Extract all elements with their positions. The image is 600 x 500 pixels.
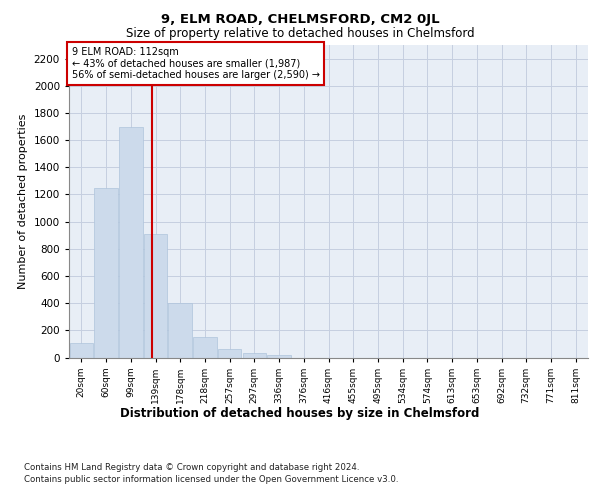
Bar (119, 126, 143, 358)
Bar (242, 352, 266, 358)
Text: 9, ELM ROAD, CHELMSFORD, CM2 0JL: 9, ELM ROAD, CHELMSFORD, CM2 0JL (161, 12, 439, 26)
Bar (193, 337, 217, 357)
Text: Contains HM Land Registry data © Crown copyright and database right 2024.: Contains HM Land Registry data © Crown c… (24, 462, 359, 471)
Text: Distribution of detached houses by size in Chelmsford: Distribution of detached houses by size … (121, 408, 479, 420)
Bar (268, 354, 291, 358)
Text: Size of property relative to detached houses in Chelmsford: Size of property relative to detached ho… (125, 28, 475, 40)
Bar (218, 348, 241, 358)
Text: 9 ELM ROAD: 112sqm
← 43% of detached houses are smaller (1,987)
56% of semi-deta: 9 ELM ROAD: 112sqm ← 43% of detached hou… (71, 46, 320, 80)
Y-axis label: Number of detached properties: Number of detached properties (18, 114, 28, 289)
Bar (169, 303, 192, 358)
Bar (70, 342, 93, 357)
Text: Contains public sector information licensed under the Open Government Licence v3: Contains public sector information licen… (24, 475, 398, 484)
Bar (94, 188, 118, 358)
Bar (144, 234, 167, 358)
